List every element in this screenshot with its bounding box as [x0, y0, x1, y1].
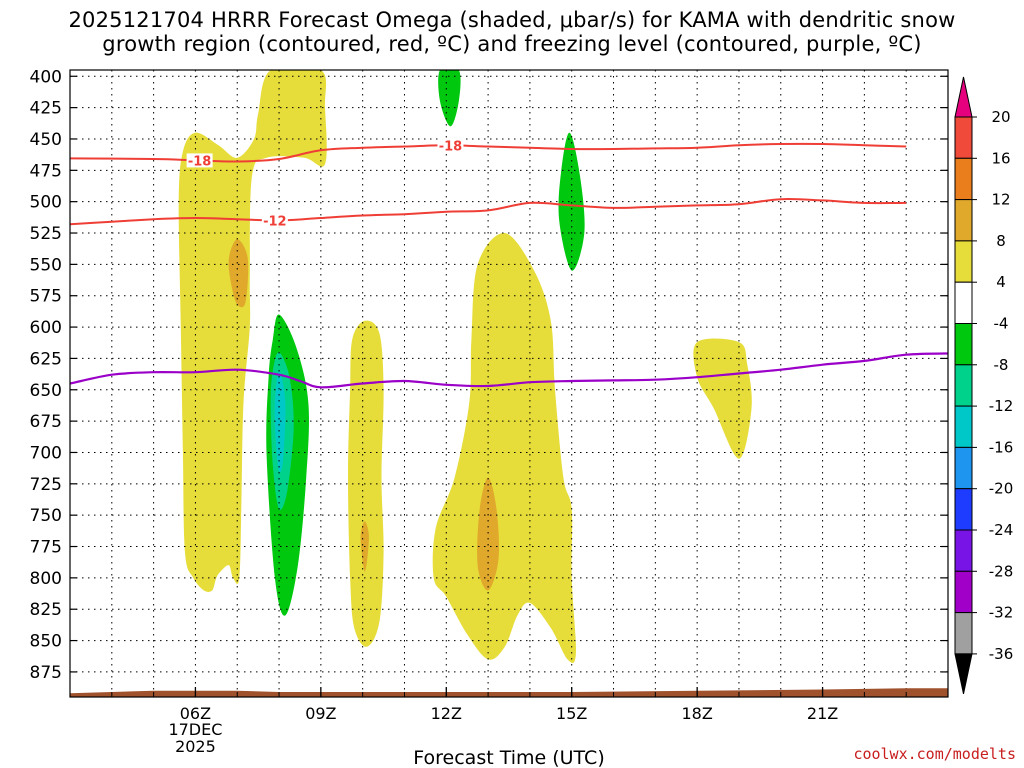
colorbar-tick-label-8: 8 — [996, 232, 1006, 250]
x-tick-label-21Z: 21Z — [807, 704, 838, 723]
y-tick-label-575: 575 — [30, 287, 62, 307]
colorbar-bin--8 to -4 — [954, 323, 973, 366]
colorbar-bin--28 to -24 — [954, 529, 973, 572]
dgz-contour--12 — [70, 198, 907, 226]
colorbar-tick-label--16: -16 — [989, 438, 1014, 456]
colorbar-tick-label--32: -32 — [989, 604, 1014, 622]
chart-title-line-1: 2025121704 HRRR Forecast Omega (shaded, … — [68, 8, 956, 32]
y-tick-label-450: 450 — [30, 130, 62, 150]
colorbar-bin--36 to -32 — [954, 612, 973, 655]
colorbar-bin--20 to -16 — [954, 446, 973, 490]
grid-lines — [70, 70, 948, 697]
omega-region-rising-column-05z-07z — [178, 70, 327, 592]
omega-region-sinking-cell-12z-top — [438, 70, 461, 127]
omega-region-rising-core-13z — [477, 477, 500, 591]
colorbar-bin->20 — [954, 76, 973, 118]
colorbar-bin-16 to 20 — [954, 116, 973, 159]
colorbar-bin--32 to -28 — [954, 570, 973, 614]
y-tick-label-700: 700 — [30, 443, 62, 463]
x-tick-label-15Z: 15Z — [556, 704, 587, 723]
y-tick-label-400: 400 — [30, 67, 62, 87]
contour-label-text: -18 — [188, 154, 212, 169]
freezing-level-contour — [70, 352, 948, 389]
dgz-contour-label: -12 — [261, 213, 288, 229]
y-tick-label-825: 825 — [30, 600, 62, 620]
y-tick-label-675: 675 — [30, 412, 62, 432]
temperature-contours: -18 -18 -12 — [70, 138, 948, 389]
colorbar-tick-label--4: -4 — [994, 315, 1009, 333]
contour-label-background — [186, 153, 213, 168]
colorbar-tick-label--28: -28 — [989, 562, 1014, 580]
y-tick-label-525: 525 — [30, 224, 62, 244]
colorbar-bin-4 to 8 — [954, 240, 973, 283]
axes: 400 425 450 475 500 525 550 575 600 625 650 675 700 7… — [30, 67, 948, 756]
colorbar-bin-8 to 12 — [954, 199, 973, 242]
colorbar-bin--24 to -20 — [954, 488, 973, 531]
colorbar-tick-label-20: 20 — [991, 108, 1010, 126]
colorbar-bin--4 to 4 — [954, 281, 973, 325]
chart-title-line-2: growth region (contoured, red, ºC) and f… — [102, 32, 922, 56]
x-tick-label-12Z: 12Z — [431, 704, 462, 723]
y-tick-label-875: 875 — [30, 663, 62, 683]
dgz-contour-label: -18 — [186, 153, 213, 169]
contour-label-background — [261, 213, 288, 228]
x-tick-label-09Z: 09Z — [305, 704, 336, 723]
x-tick-label-06Z: 06Z — [180, 704, 211, 723]
colorbar-tick-label--20: -20 — [989, 480, 1014, 498]
colorbar-tick-label--12: -12 — [989, 397, 1014, 415]
omega-region-rising-core-07z — [228, 239, 249, 308]
y-tick-label-550: 550 — [30, 255, 62, 275]
y-tick-label-625: 625 — [30, 349, 62, 369]
omega-region-sinking-center-08z — [274, 371, 286, 473]
colorbar-tick-label-12: 12 — [991, 191, 1010, 209]
terrain-surface — [70, 688, 948, 697]
y-tick-label-725: 725 — [30, 475, 62, 495]
colorbar-tick-label--8: -8 — [994, 356, 1009, 374]
y-tick-label-650: 650 — [30, 381, 62, 401]
y-tick-label-775: 775 — [30, 538, 62, 558]
contour-label-background — [437, 138, 464, 153]
y-tick-label-500: 500 — [30, 193, 62, 213]
x-tick-label-18Z: 18Z — [681, 704, 712, 723]
omega-region-rising-column-10z — [348, 320, 384, 647]
plot-frame — [69, 69, 949, 698]
omega-region-rising-cell-19z — [693, 338, 752, 459]
y-tick-label-800: 800 — [30, 569, 62, 589]
dgz-contour-label: -18 — [437, 138, 464, 154]
y-tick-label-425: 425 — [30, 99, 62, 119]
credit-text: coolwx.com/modelts — [853, 745, 1016, 763]
y-tick-label-850: 850 — [30, 632, 62, 652]
colorbar-tick-label--36: -36 — [989, 645, 1014, 663]
colorbar-tick-label-16: 16 — [991, 149, 1010, 167]
contour-label-text: -18 — [439, 139, 463, 154]
omega-region-rising-column-13z-15z — [432, 232, 576, 663]
colorbar-bin--16 to -12 — [954, 405, 973, 448]
colorbar: 20 16 12 8 4 -4 -8 -12 -16 -20 -24 -28 -32 -36 — [954, 76, 1014, 695]
x-tick-date-line-1: 17DEC — [168, 720, 222, 739]
y-tick-label-475: 475 — [30, 161, 62, 181]
y-tick-label-600: 600 — [30, 318, 62, 338]
y-tick-label-750: 750 — [30, 506, 62, 526]
colorbar-tick-label-4: 4 — [996, 273, 1006, 291]
contour-label-text: -12 — [263, 214, 287, 229]
colorbar-tick-label--24: -24 — [989, 521, 1014, 539]
x-tick-date-line-2: 2025 — [175, 737, 216, 756]
colorbar-bin-12 to 16 — [954, 157, 973, 201]
colorbar-bin-<-36 — [954, 653, 973, 695]
omega-shading — [178, 70, 752, 663]
colorbar-bin--12 to -8 — [954, 364, 973, 407]
omega-region-sinking-cell-15z — [558, 132, 585, 271]
x-axis-label: Forecast Time (UTC) — [413, 747, 604, 768]
terrain — [70, 688, 948, 697]
